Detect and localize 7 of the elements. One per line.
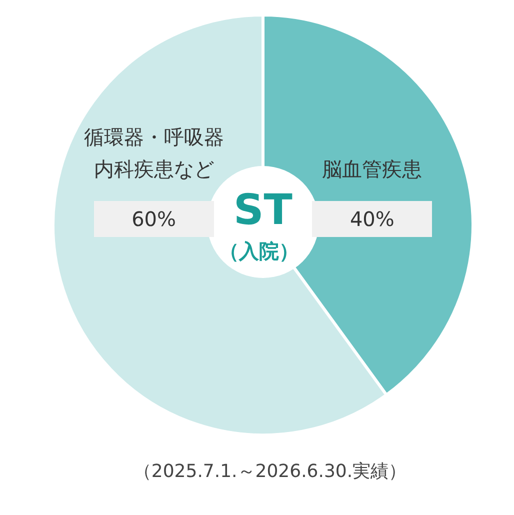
slice-label: 循環器・呼吸器内科疾患など <box>82 124 225 183</box>
text: ST <box>234 185 293 234</box>
data-label: 40% <box>312 201 432 237</box>
data-label: 60% <box>94 201 214 237</box>
text: （2025.7.1.～2026.6.30.実績） <box>133 461 407 482</box>
text: （入院） <box>219 239 299 263</box>
slice-label: 脳血管疾患 <box>321 156 424 183</box>
